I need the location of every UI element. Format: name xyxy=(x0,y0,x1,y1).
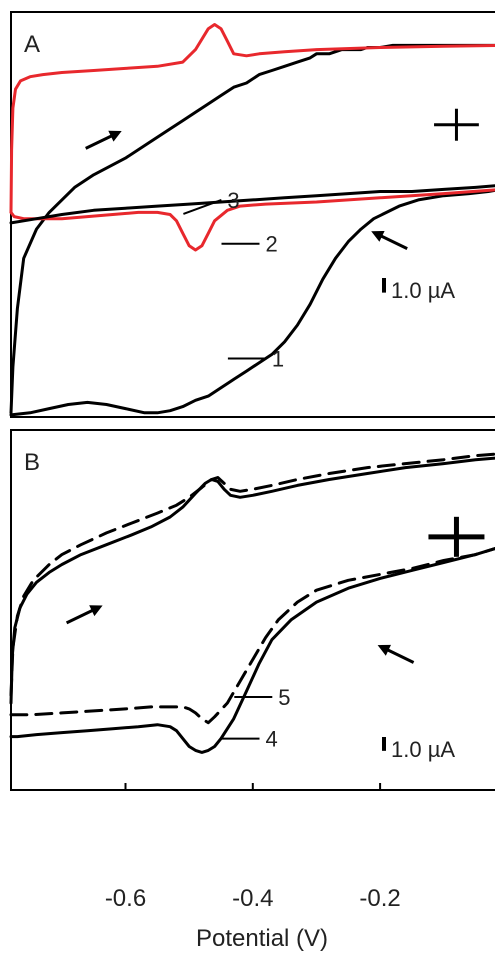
scan-direction-arrow-a-2 xyxy=(371,231,408,250)
panel-a-traces: 1 2 3 1.0 µA xyxy=(9,23,495,417)
curve-label-text: 2 xyxy=(266,232,278,257)
panel-a-frame xyxy=(10,11,495,418)
x-tick-label: -0.4 xyxy=(232,885,273,912)
trace-a-3 xyxy=(9,184,495,225)
curve-label-text: 1 xyxy=(272,347,284,372)
x-axis-title: Potential (V) xyxy=(196,925,328,952)
arrow-shaft xyxy=(65,607,97,625)
zero-current-cross-a xyxy=(434,108,479,141)
curve-label-text: 5 xyxy=(278,685,290,710)
arrow-shaft xyxy=(377,233,408,250)
panel-a-letter: A xyxy=(24,31,40,58)
label-leader-line xyxy=(183,198,222,215)
x-tick-label: -0.6 xyxy=(105,885,146,912)
panel-b-letter: B xyxy=(24,449,40,476)
arrow-shaft xyxy=(384,647,415,664)
arrow-head xyxy=(108,130,122,142)
panel-b-frame xyxy=(10,429,495,791)
trace-a-1-reverse xyxy=(9,188,495,417)
scale-bar-label: 1.0 µA xyxy=(391,737,455,762)
current-scale-bar-b: 1.0 µA xyxy=(382,737,455,762)
trace-b-4-reverse xyxy=(9,546,495,754)
scan-direction-arrow-a-1 xyxy=(85,130,122,150)
trace-a-2-reverse xyxy=(9,188,495,252)
zero-current-cross-b xyxy=(428,516,485,557)
arrow-shaft xyxy=(85,133,116,150)
scan-direction-arrow-b-2 xyxy=(377,644,415,664)
curve-label-4: 4 xyxy=(221,727,278,752)
curve-label-5: 5 xyxy=(234,685,291,710)
trace-b-5 xyxy=(9,452,495,697)
curve-label-1: 1 xyxy=(227,347,284,372)
scale-bar-label: 1.0 µA xyxy=(391,278,455,303)
trace-b-4 xyxy=(9,456,495,705)
x-axis: -0.6 -0.4 -0.2 xyxy=(105,783,401,912)
arrow-head xyxy=(377,644,391,656)
current-scale-bar-a: 1.0 µA xyxy=(382,278,455,303)
curve-label-text: 3 xyxy=(227,188,239,213)
x-tick-label: -0.2 xyxy=(359,885,400,912)
curve-label-3: 3 xyxy=(183,188,240,215)
curve-label-2: 2 xyxy=(221,232,278,257)
curve-label-text: 4 xyxy=(266,727,278,752)
scan-direction-arrow-b-1 xyxy=(65,605,103,625)
panel-b-traces: 45 1.0 µA xyxy=(9,452,495,762)
arrow-head xyxy=(89,605,103,617)
trace-b-5-reverse xyxy=(9,546,495,725)
trace-a-2 xyxy=(9,23,495,214)
arrow-head xyxy=(371,231,385,242)
